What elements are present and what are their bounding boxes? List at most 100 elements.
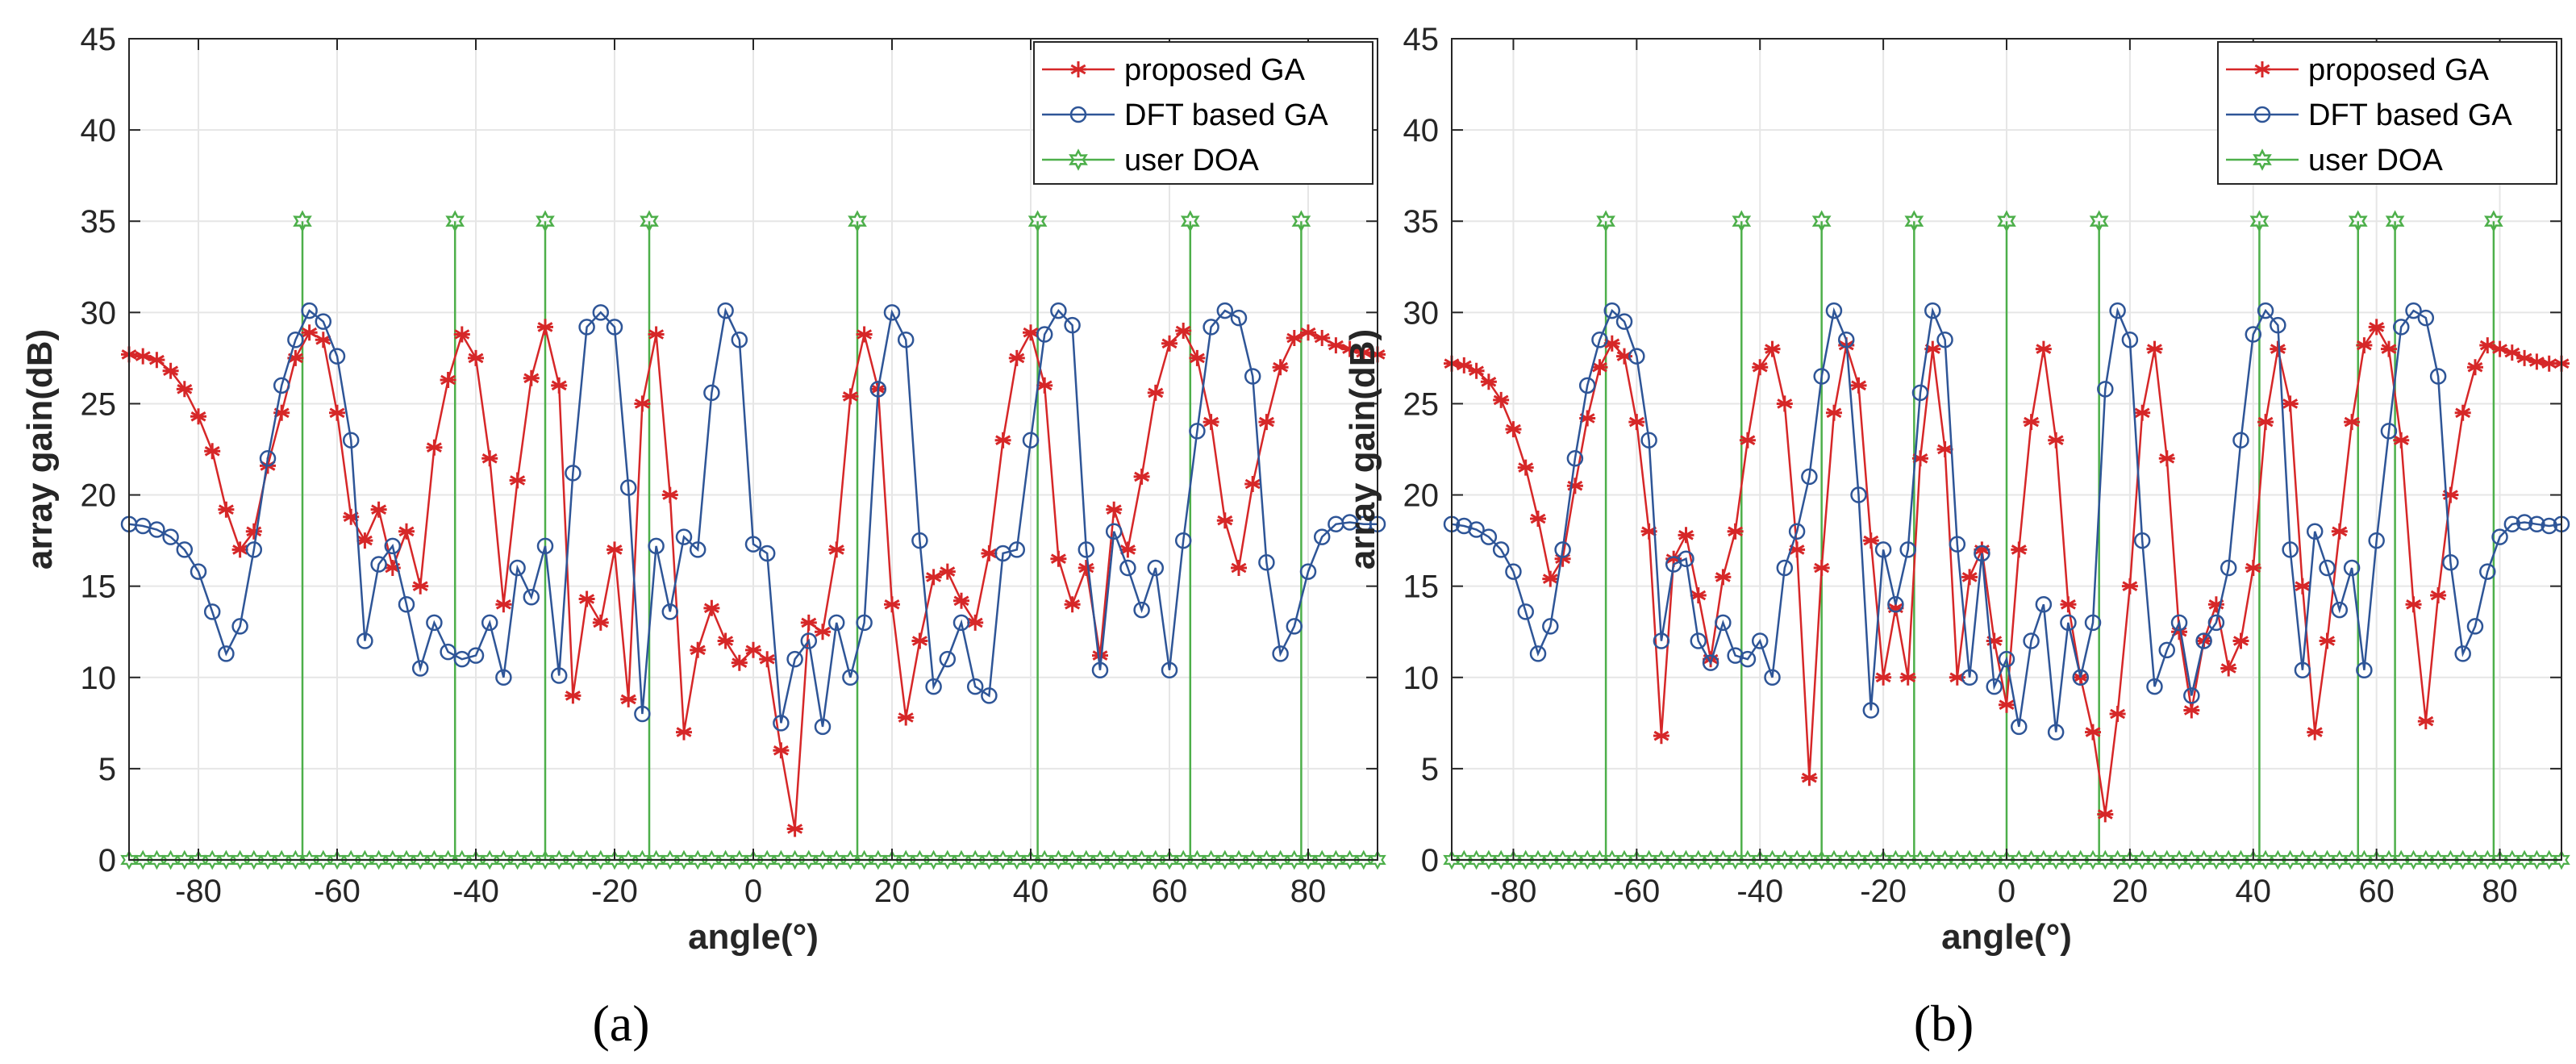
dft-ga-point: [1751, 632, 1769, 649]
doa-marker: [1596, 210, 1615, 232]
dft-ga-point: [1788, 523, 1806, 540]
proposed-ga-point: [1911, 450, 1928, 467]
proposed-ga-point: [440, 372, 456, 388]
proposed-ga-point: [856, 326, 873, 343]
proposed-ga-point: [1850, 377, 1867, 394]
proposed-ga-point: [648, 326, 665, 343]
proposed-ga-point: [2294, 578, 2311, 595]
dft-ga-point: [2170, 614, 2188, 632]
proposed-ga-point: [1949, 669, 1965, 686]
proposed-ga-point: [1078, 560, 1094, 576]
dft-ga-point: [675, 528, 693, 545]
dft-ga-point: [2072, 669, 2089, 686]
proposed-ga-point: [1591, 359, 1608, 376]
dft-ga-point: [2047, 724, 2065, 741]
dft-ga-point: [148, 521, 165, 538]
x-tick-label: 80: [1290, 874, 1327, 909]
dft-ga-point: [1628, 348, 1645, 365]
dft-ga-point: [176, 541, 194, 558]
dft-ga-point: [342, 432, 360, 449]
proposed-ga-point: [2245, 560, 2261, 576]
proposed-ga-point: [468, 349, 484, 366]
y-tick-label: 25: [81, 386, 117, 422]
doa-marker: [2348, 210, 2368, 232]
proposed-ga-point: [2331, 523, 2348, 540]
dft-ga-point: [869, 381, 887, 398]
proposed-ga-point: [1703, 651, 1719, 668]
dft-ga-point: [218, 645, 235, 662]
legend-item: DFT based GA: [2226, 98, 2512, 132]
dft-ga-point: [2097, 381, 2114, 398]
doa-marker: [536, 210, 555, 232]
dft-ga-point: [1091, 661, 1109, 678]
dft-ga-point: [1050, 302, 1067, 319]
proposed-ga-point: [1616, 348, 1633, 365]
proposed-ga-point: [412, 578, 429, 595]
proposed-ga-point: [287, 349, 304, 366]
x-axis-label: angle(°): [1941, 917, 2072, 957]
proposed-ga-point: [2011, 541, 2028, 558]
proposed-ga-point: [1355, 344, 1372, 361]
legend: proposed GA DFT based GA user DOA: [1033, 41, 1373, 185]
x-tick-label: -40: [452, 874, 499, 909]
x-tick-label: 20: [874, 874, 911, 909]
doa-marker: [293, 210, 312, 232]
dft-ga-point: [2245, 326, 2262, 343]
dft-ga-point: [328, 348, 346, 365]
dft-ga-point: [1517, 603, 1534, 620]
proposed-ga-point: [1175, 323, 1192, 339]
dft-ga-point: [1801, 468, 1818, 486]
dft-ga-point: [911, 532, 928, 549]
proposed-ga-point: [453, 326, 470, 343]
dft-ga-point: [786, 650, 803, 668]
dft-ga-point: [773, 715, 790, 732]
proposed-ga-point: [884, 596, 900, 613]
proposed-ga-point: [2541, 355, 2557, 372]
dft-ga-point: [1899, 541, 1916, 558]
proposed-ga-point: [1628, 414, 1645, 431]
proposed-ga-point: [1789, 541, 1806, 558]
proposed-ga-point: [1328, 337, 1344, 354]
dft-ga-point: [939, 650, 957, 668]
legend-label: proposed GA: [1124, 53, 1306, 87]
dft-ga-point: [619, 479, 637, 496]
proposed-ga-point: [939, 563, 956, 580]
dft-ga-point: [1615, 313, 1633, 330]
proposed-ga-point: [1189, 349, 1206, 366]
doa-marker: [1904, 210, 1924, 232]
proposed-ga-point: [1813, 560, 1830, 576]
proposed-ga-point: [1517, 459, 1534, 476]
doa-marker: [2385, 210, 2405, 232]
proposed-ga-point: [815, 624, 831, 640]
dft-ga-point: [1505, 563, 1522, 580]
doa-marker: [1811, 210, 1832, 232]
proposed-ga-point: [842, 388, 859, 405]
dft-ga-point: [2368, 532, 2385, 549]
dft-ga-point: [1862, 702, 1880, 719]
proposed-ga-point: [370, 501, 387, 518]
dft-ga-point: [1690, 632, 1707, 649]
proposed-ga-point: [1216, 512, 1233, 529]
proposed-ga-point: [204, 443, 221, 460]
dft-ga-point: [1949, 536, 1966, 553]
proposed-ga-point: [2207, 596, 2224, 613]
dft-ga-point: [1174, 532, 1192, 549]
doa-marker: [2089, 210, 2109, 232]
y-tick-label: 40: [1403, 113, 1440, 148]
dft-ga-point: [398, 596, 415, 613]
y-tick-label: 15: [1403, 570, 1440, 605]
proposed-ga-point: [1715, 569, 1732, 586]
legend: proposed GA DFT based GA user DOA: [2217, 41, 2557, 185]
proposed-ga-point: [1106, 501, 1123, 518]
proposed-ga-point: [1119, 541, 1136, 558]
dft-ga-point: [2109, 302, 2126, 319]
y-tick-label: 20: [1403, 478, 1440, 514]
series-dft-based-ga: [120, 302, 1386, 736]
dft-ga-point: [925, 678, 942, 695]
doa-marker: [2249, 210, 2270, 232]
dft-ga-point: [1216, 302, 1234, 319]
proposed-ga-point: [2466, 359, 2483, 376]
dft-ga-line: [1451, 307, 2562, 732]
proposed-ga-point: [135, 348, 152, 365]
proposed-ga-point: [2158, 450, 2175, 467]
